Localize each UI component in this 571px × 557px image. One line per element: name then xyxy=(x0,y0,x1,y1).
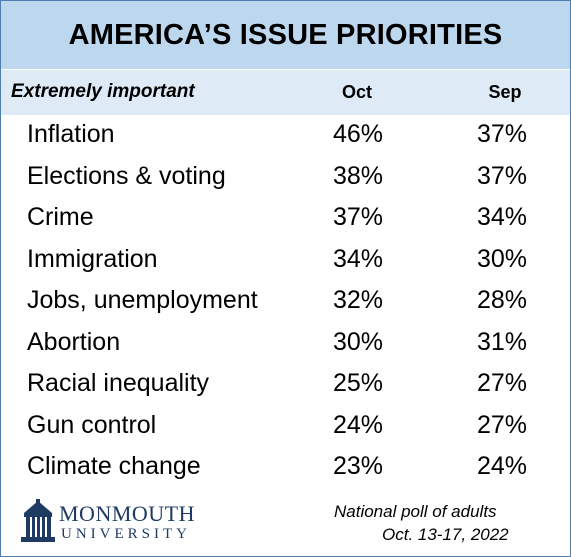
issue-label: Abortion xyxy=(27,327,121,356)
oct-value: 23% xyxy=(332,452,384,480)
sep-value: 27% xyxy=(476,369,528,397)
table-row: Jobs, unemployment 32% 28% xyxy=(1,282,570,324)
logo-line1: MONMOUTH xyxy=(59,501,195,526)
column-header-sep: Sep xyxy=(488,82,522,102)
table-row: Abortion 30% 31% xyxy=(1,324,570,366)
sep-value: 34% xyxy=(476,203,528,231)
issue-label: Racial inequality xyxy=(27,369,210,397)
oct-value: 34% xyxy=(332,244,384,273)
issue-label: Climate change xyxy=(27,452,201,480)
sep-value: 30% xyxy=(476,244,528,273)
sep-value: 28% xyxy=(476,286,528,314)
oct-value: 46% xyxy=(332,120,384,148)
table-row: Gun control 24% 27% xyxy=(1,407,570,449)
issue-label: Jobs, unemployment xyxy=(27,286,258,314)
table-row: Racial inequality 25% 27% xyxy=(1,365,570,407)
table-body: Inflation 46% 37% Elections & voting 38% 37% C… xyxy=(1,116,570,490)
table-row: Immigration 34% 30% xyxy=(1,241,570,283)
oct-value: 32% xyxy=(332,286,384,314)
oct-value: 24% xyxy=(332,410,384,439)
issue-label: Crime xyxy=(27,203,94,231)
table-row: Inflation 46% 37% xyxy=(1,116,570,158)
sep-value: 37% xyxy=(476,120,528,148)
sep-value: 24% xyxy=(476,452,528,480)
issue-label: Inflation xyxy=(27,120,115,148)
logo-line2: UNIVERSITY xyxy=(61,526,191,542)
column-header-row: Extremely important Oct Sep xyxy=(1,69,570,115)
monmouth-logo: MONMOUTH UNIVERSITY xyxy=(21,499,221,547)
table-title: AMERICA’S ISSUE PRIORITIES xyxy=(68,18,503,51)
sep-value: 37% xyxy=(476,161,528,190)
table-row: Crime 37% 34% xyxy=(1,199,570,241)
oct-value: 25% xyxy=(332,369,384,397)
table-row: Climate change 23% 24% xyxy=(1,448,570,490)
row-header-label: Extremely important xyxy=(11,81,195,102)
sep-value: 31% xyxy=(476,327,528,356)
issue-label: Gun control xyxy=(27,410,157,439)
source-note-line1: National poll of adults xyxy=(334,502,497,521)
source-note-line2: Oct. 13-17, 2022 xyxy=(382,525,509,544)
oct-value: 30% xyxy=(332,327,384,356)
footer: MONMOUTH UNIVERSITY National poll of adu… xyxy=(1,489,570,556)
oct-value: 38% xyxy=(332,161,384,190)
sep-value: 27% xyxy=(476,410,528,439)
issue-label: Immigration xyxy=(27,244,158,273)
column-header-oct: Oct xyxy=(341,82,372,102)
oct-value: 37% xyxy=(332,203,384,231)
issue-label: Elections & voting xyxy=(27,161,226,190)
table-row: Elections & voting 38% 37% xyxy=(1,158,570,200)
title-bar: AMERICA’S ISSUE PRIORITIES xyxy=(1,1,570,69)
building-icon xyxy=(21,499,55,542)
